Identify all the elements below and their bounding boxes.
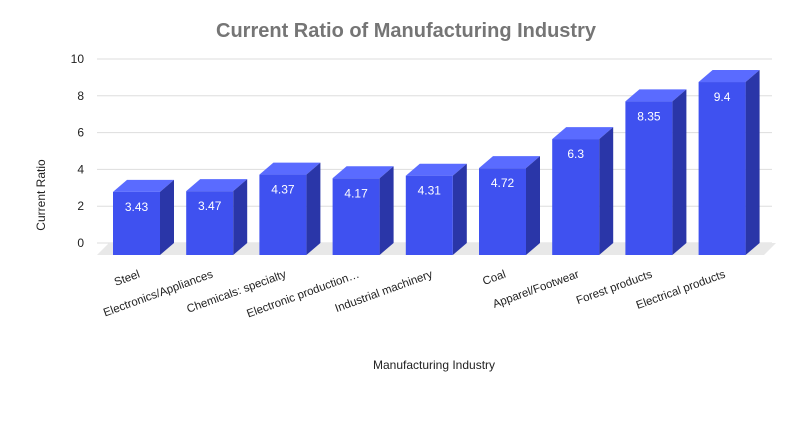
bar-front-face — [479, 168, 526, 255]
bar-value-label: 3.43 — [125, 200, 149, 214]
bars — [113, 70, 760, 255]
bar-value-label: 4.37 — [271, 183, 295, 197]
bar-value-label: 4.31 — [418, 184, 442, 198]
bar-top-face — [186, 179, 248, 192]
bar-front-face — [625, 101, 673, 255]
y-tick-label: 0 — [77, 236, 84, 250]
bar — [625, 89, 687, 255]
bar-value-label: 3.47 — [198, 199, 222, 213]
bar-top-face — [625, 89, 687, 102]
bar — [405, 163, 467, 255]
y-tick-label: 8 — [77, 89, 84, 103]
bar-front-face — [552, 139, 600, 255]
bar-front-face — [186, 191, 234, 255]
y-axis-title: Current Ratio — [34, 159, 48, 231]
bar — [479, 156, 540, 255]
y-tick-label: 10 — [71, 52, 85, 66]
bar-front-face — [113, 191, 160, 255]
bar — [552, 127, 614, 255]
bar-value-label: 8.35 — [637, 109, 661, 123]
chart-title: Current Ratio of Manufacturing Industry — [216, 20, 597, 42]
bar-top-face — [113, 179, 174, 192]
bar-front-face — [698, 82, 746, 255]
bar-top-face — [259, 162, 321, 175]
bar-side-face — [233, 179, 248, 255]
bar-top-face — [552, 127, 614, 140]
bar-value-label: 9.4 — [714, 90, 731, 104]
bar-top-face — [698, 70, 760, 83]
bar-side-face — [379, 166, 394, 255]
bar-side-face — [160, 179, 174, 255]
bar-front-face — [405, 175, 453, 255]
bar-front-face — [332, 178, 380, 255]
bar — [698, 70, 760, 255]
bar — [332, 166, 394, 255]
bar-side-face — [599, 127, 614, 255]
bar-top-face — [405, 163, 467, 176]
bar — [113, 179, 174, 255]
y-axis-ticks: 0 2 4 6 8 10 — [71, 52, 85, 250]
x-tick-label: Coal — [481, 269, 507, 288]
value-labels: 3.43 3.47 4.37 4.17 4.31 4.72 6.3 8.35 9.4 — [125, 90, 731, 214]
bar-side-face — [526, 156, 540, 255]
bar-side-face — [306, 162, 321, 255]
x-axis-title: Manufacturing Industry — [373, 358, 495, 372]
bar-side-face — [745, 70, 760, 255]
bar-value-label: 4.17 — [344, 186, 368, 200]
bar-top-face — [332, 166, 394, 179]
bar-front-face — [259, 174, 307, 255]
bar — [259, 162, 321, 255]
x-tick-label: Steel — [113, 269, 142, 289]
bar-side-face — [672, 89, 687, 255]
bar-side-face — [452, 163, 467, 255]
bar-value-label: 6.3 — [567, 147, 584, 161]
y-tick-label: 4 — [77, 162, 84, 176]
bar-value-label: 4.72 — [491, 176, 515, 190]
bar-top-face — [479, 156, 540, 169]
y-tick-label: 6 — [77, 126, 84, 140]
y-tick-label: 2 — [77, 199, 84, 213]
bar — [186, 179, 248, 255]
